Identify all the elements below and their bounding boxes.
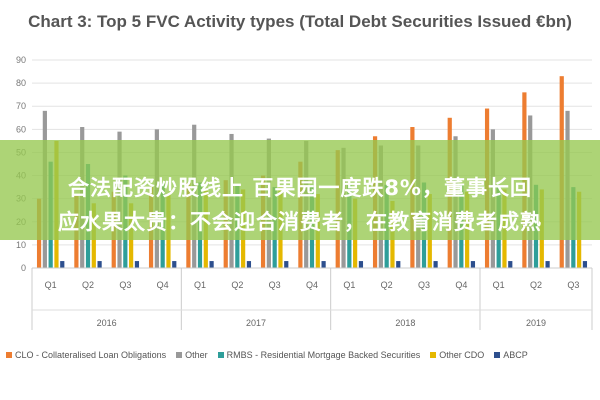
x-tick-label: Q2 (231, 280, 243, 290)
overlay-banner (0, 140, 600, 240)
x-tick-label: Q3 (567, 280, 579, 290)
year-label: 2016 (97, 318, 117, 328)
bar (246, 261, 252, 268)
bar (209, 261, 214, 268)
bar (134, 261, 140, 268)
x-tick-label: Q1 (343, 280, 355, 290)
bar (545, 261, 550, 268)
bar (60, 261, 65, 268)
legend-label: Other (185, 350, 208, 360)
x-tick-label: Q1 (194, 280, 206, 290)
x-tick-label: Q3 (418, 280, 430, 290)
y-tick-label: 80 (16, 78, 26, 88)
x-tick-label: Q1 (493, 280, 505, 290)
y-tick-label: 10 (16, 240, 26, 250)
legend-swatch (6, 352, 12, 358)
legend-item: RMBS - Residential Mortgage Backed Secur… (217, 350, 421, 360)
x-tick-label: Q1 (45, 280, 57, 290)
legend-label: CLO - Collateralised Loan Obligations (15, 350, 167, 360)
legend-label: RMBS - Residential Mortgage Backed Secur… (226, 350, 421, 360)
legend-label: Other CDO (439, 350, 485, 360)
legend-swatch (176, 352, 183, 358)
chart-title: Chart 3: Top 5 FVC Activity types (Total… (28, 12, 572, 31)
y-tick-label: 60 (16, 124, 26, 134)
y-tick-label: 0 (21, 263, 26, 273)
x-tick-label: Q2 (530, 280, 542, 290)
bar (172, 261, 177, 268)
legend-item: ABCP (494, 350, 528, 360)
year-label: 2019 (526, 318, 546, 328)
year-label: 2018 (395, 318, 415, 328)
bar (358, 261, 364, 268)
x-tick-label: Q2 (381, 280, 393, 290)
legend-swatch (494, 352, 501, 358)
overlay-text-line-1: 合法配资炒股线上 百果园一度跌8%，董事长回 (68, 176, 532, 200)
chart-legend: CLO - Collateralised Loan Obligations Oth… (6, 350, 596, 360)
y-tick-label: 90 (16, 55, 26, 65)
legend-item: CLO - Collateralised Loan Obligations (6, 350, 166, 360)
legend-swatch (217, 352, 224, 358)
x-tick-label: Q3 (119, 280, 131, 290)
legend-item: Other CDO (430, 350, 484, 360)
bar (97, 261, 102, 268)
overlay-text-line-2: 应水果太贵：不会迎合消费者，在教育消费者成熟 (58, 210, 542, 234)
bar (470, 261, 476, 268)
bar (396, 261, 401, 268)
bar (433, 261, 438, 268)
legend-swatch (430, 352, 437, 358)
legend-item: Other (176, 350, 208, 360)
year-label: 2017 (246, 318, 266, 328)
x-tick-label: Q2 (82, 280, 94, 290)
bar (321, 261, 326, 268)
bar (508, 261, 513, 268)
bar (284, 261, 289, 268)
x-tick-label: Q4 (455, 280, 467, 290)
x-tick-label: Q3 (269, 280, 281, 290)
legend-label: ABCP (503, 350, 528, 360)
y-tick-label: 70 (16, 101, 26, 111)
x-tick-label: Q4 (306, 280, 318, 290)
x-tick-label: Q4 (157, 280, 169, 290)
bar (582, 261, 588, 268)
